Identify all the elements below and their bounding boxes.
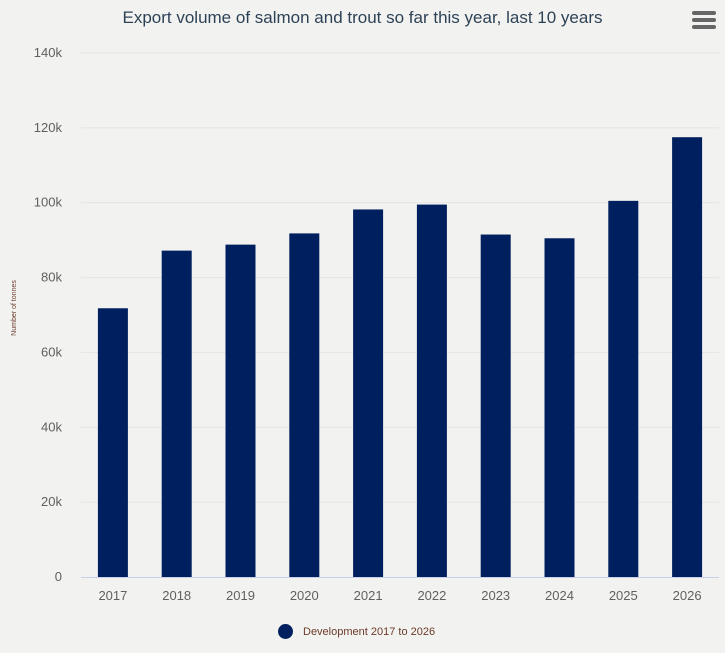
x-tick-label: 2024 — [545, 588, 574, 603]
x-tick-label: 2022 — [417, 588, 446, 603]
x-tick-label: 2021 — [354, 588, 383, 603]
bar — [225, 244, 256, 578]
legend[interactable]: Development 2017 to 2026 — [278, 624, 435, 639]
x-tick-label: 2023 — [481, 588, 510, 603]
legend-label: Development 2017 to 2026 — [303, 625, 436, 638]
y-tick-label: 140k — [34, 45, 63, 60]
x-tick-label: 2017 — [98, 588, 127, 603]
hamburger-menu-icon[interactable] — [692, 11, 716, 33]
y-tick-label: 60k — [41, 344, 62, 359]
menu-line — [692, 11, 716, 15]
x-tick-label: 2025 — [609, 588, 638, 603]
bar — [480, 234, 511, 577]
y-tick-label: 80k — [41, 270, 62, 285]
x-tick-label: 2018 — [162, 588, 191, 603]
y-tick-label: 40k — [41, 419, 62, 434]
bar — [97, 308, 128, 577]
x-tick-label: 2026 — [673, 588, 702, 603]
x-tick-label: 2019 — [226, 588, 255, 603]
chart-title: Export volume of salmon and trout so far… — [122, 8, 603, 27]
y-tick-label: 120k — [34, 120, 63, 135]
bar — [608, 200, 639, 578]
menu-line — [692, 18, 716, 22]
x-tick-label: 2020 — [290, 588, 319, 603]
y-axis-title: Number of tonnes — [11, 280, 18, 336]
bar — [353, 209, 384, 578]
y-tick-label: 0 — [55, 569, 62, 584]
y-tick-label: 100k — [34, 195, 63, 210]
bar — [416, 204, 447, 578]
bar — [544, 238, 575, 577]
bar — [289, 233, 320, 578]
bar — [672, 137, 703, 577]
legend-swatch — [278, 624, 293, 639]
y-tick-label: 20k — [41, 494, 62, 509]
bar — [161, 250, 192, 577]
menu-line — [692, 25, 716, 29]
